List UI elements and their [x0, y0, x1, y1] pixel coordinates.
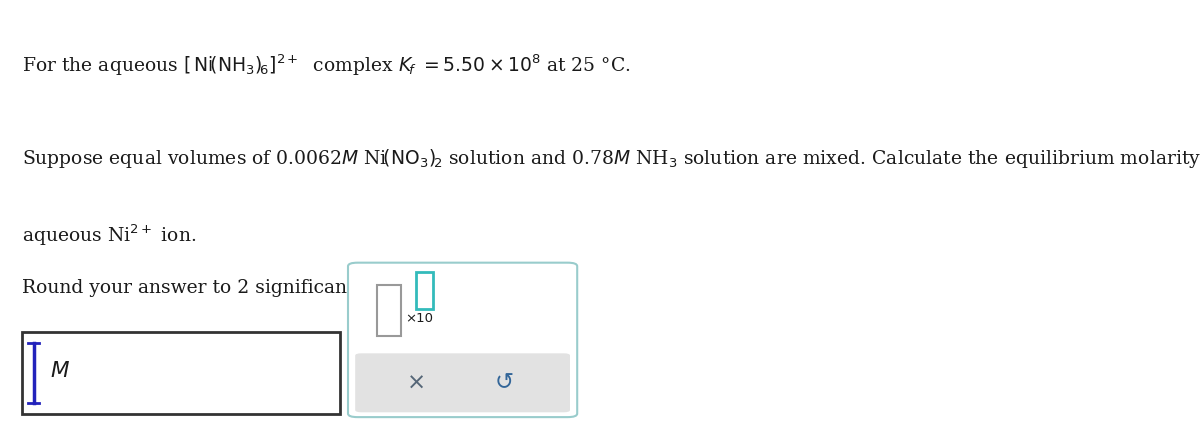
Text: ↺: ↺ — [496, 371, 514, 394]
Bar — [416, 272, 433, 309]
Text: $\mathit{M}$: $\mathit{M}$ — [50, 360, 71, 381]
Bar — [377, 285, 401, 336]
Text: ×: × — [407, 371, 426, 394]
Text: aqueous Ni$^{2+}$ ion.: aqueous Ni$^{2+}$ ion. — [22, 222, 196, 248]
FancyBboxPatch shape — [355, 353, 570, 412]
Text: ×10: ×10 — [406, 312, 433, 325]
Text: Round your answer to 2 significant digits.: Round your answer to 2 significant digit… — [22, 279, 419, 297]
FancyBboxPatch shape — [348, 263, 577, 417]
Text: Suppose equal volumes of 0.0062$\mathit{M}$ Ni$\!\left(\mathrm{NO_3}\right)_{\!2: Suppose equal volumes of 0.0062$\mathit{… — [22, 147, 1200, 170]
Bar — [22, 332, 340, 414]
Text: For the aqueous $\left[\,\mathrm{Ni}\!\left(\mathrm{NH_3}\right)_{\!6}\right]^{2: For the aqueous $\left[\,\mathrm{Ni}\!\l… — [22, 53, 630, 78]
